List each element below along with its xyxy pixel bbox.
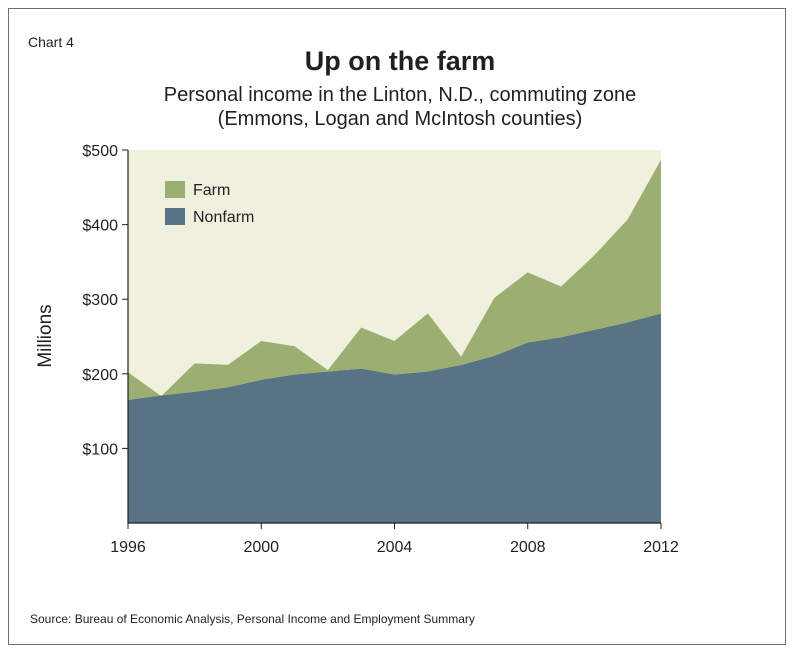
legend-swatch-nonfarm <box>165 208 185 225</box>
legend-label-farm: Farm <box>193 182 230 199</box>
source-note: Source: Bureau of Economic Analysis, Per… <box>30 612 475 626</box>
chart-subtitle-line-2: (Emmons, Logan and McIntosh counties) <box>217 108 583 130</box>
legend: Farm Nonfarm <box>165 181 254 226</box>
area-layer <box>128 159 661 523</box>
y-tick-label: $300 <box>82 292 118 309</box>
axes-layer: $100 $200 $300 $400 $500 1996 2000 2004 2008 2012 <box>82 143 678 556</box>
y-tick-label: $400 <box>82 218 118 235</box>
legend-label-nonfarm: Nonfarm <box>193 209 254 226</box>
chart-number-label: Chart 4 <box>28 34 74 50</box>
x-tick-label: 2004 <box>377 539 413 556</box>
x-tick-label: 2008 <box>510 539 546 556</box>
area-nonfarm <box>128 313 661 523</box>
y-tick-label: $200 <box>82 367 118 384</box>
y-tick-label: $100 <box>82 441 118 458</box>
legend-swatch-farm <box>165 181 185 198</box>
x-tick-label: 2012 <box>643 539 679 556</box>
chart-subtitle-line-1: Personal income in the Linton, N.D., com… <box>163 84 637 106</box>
chart-title: Up on the farm <box>304 46 496 76</box>
x-tick-label: 2000 <box>243 539 279 556</box>
area-farm <box>128 159 661 400</box>
x-tick-label: 1996 <box>110 539 146 556</box>
y-tick-label: $500 <box>82 143 118 160</box>
